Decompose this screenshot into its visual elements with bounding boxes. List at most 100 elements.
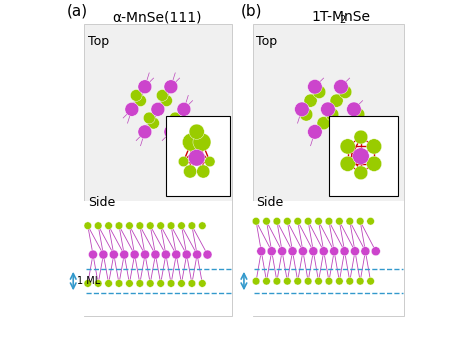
Circle shape <box>136 222 144 229</box>
Circle shape <box>143 112 155 124</box>
Circle shape <box>350 247 359 256</box>
Circle shape <box>203 250 212 259</box>
Text: Side: Side <box>256 196 283 209</box>
Circle shape <box>188 280 196 287</box>
Circle shape <box>340 156 356 171</box>
Circle shape <box>346 102 361 117</box>
Circle shape <box>115 280 123 287</box>
Circle shape <box>263 277 270 285</box>
Circle shape <box>177 102 191 116</box>
Circle shape <box>315 277 322 285</box>
Circle shape <box>109 250 118 259</box>
Circle shape <box>197 165 210 178</box>
Circle shape <box>371 247 380 256</box>
Circle shape <box>167 280 175 287</box>
Circle shape <box>334 125 348 139</box>
Circle shape <box>188 222 196 229</box>
Circle shape <box>367 277 374 285</box>
Text: 2: 2 <box>339 15 346 25</box>
Circle shape <box>105 280 112 287</box>
Circle shape <box>273 277 281 285</box>
Circle shape <box>252 277 260 285</box>
Text: (b): (b) <box>240 3 262 18</box>
Circle shape <box>105 222 112 229</box>
Circle shape <box>146 222 154 229</box>
Bar <box>329 116 398 196</box>
Circle shape <box>126 222 133 229</box>
Circle shape <box>173 117 185 129</box>
Circle shape <box>326 108 339 121</box>
Circle shape <box>299 247 308 256</box>
Circle shape <box>125 102 139 116</box>
Circle shape <box>157 280 164 287</box>
Text: Top: Top <box>256 35 277 48</box>
Circle shape <box>164 80 178 94</box>
Circle shape <box>317 117 330 130</box>
Circle shape <box>283 277 291 285</box>
Circle shape <box>178 156 189 167</box>
Circle shape <box>151 250 160 259</box>
Circle shape <box>325 277 333 285</box>
Circle shape <box>278 247 287 256</box>
Circle shape <box>367 218 374 225</box>
Text: 1 ML: 1 ML <box>77 276 100 286</box>
Text: Top: Top <box>88 35 109 48</box>
Circle shape <box>189 124 204 139</box>
Circle shape <box>130 90 142 101</box>
Circle shape <box>94 280 102 287</box>
Circle shape <box>167 222 175 229</box>
Circle shape <box>140 250 150 259</box>
Circle shape <box>336 277 343 285</box>
Circle shape <box>353 148 369 164</box>
Circle shape <box>304 277 312 285</box>
Circle shape <box>308 79 322 94</box>
Bar <box>84 24 232 316</box>
Text: α-MnSe(111): α-MnSe(111) <box>112 10 202 24</box>
Circle shape <box>338 85 352 99</box>
Circle shape <box>169 112 181 124</box>
Circle shape <box>304 94 317 107</box>
Circle shape <box>334 79 348 94</box>
Circle shape <box>356 218 364 225</box>
Circle shape <box>193 133 211 151</box>
Circle shape <box>120 250 129 259</box>
Circle shape <box>354 130 368 144</box>
Circle shape <box>330 94 343 107</box>
Circle shape <box>161 95 173 107</box>
Circle shape <box>130 250 139 259</box>
Circle shape <box>178 280 185 287</box>
Circle shape <box>172 250 181 259</box>
Circle shape <box>319 247 328 256</box>
Circle shape <box>84 280 91 287</box>
Circle shape <box>361 247 370 256</box>
Circle shape <box>126 280 133 287</box>
Circle shape <box>340 247 349 256</box>
Circle shape <box>343 117 356 130</box>
Text: Side: Side <box>88 196 115 209</box>
Circle shape <box>294 277 301 285</box>
Circle shape <box>356 277 364 285</box>
Circle shape <box>136 280 144 287</box>
Circle shape <box>151 102 165 116</box>
Circle shape <box>178 222 185 229</box>
Circle shape <box>84 222 91 229</box>
Circle shape <box>89 250 98 259</box>
Circle shape <box>252 218 260 225</box>
Circle shape <box>183 165 197 178</box>
Circle shape <box>267 247 276 256</box>
Circle shape <box>138 80 152 94</box>
Text: 1T-MnSe: 1T-MnSe <box>311 10 371 24</box>
Circle shape <box>273 218 281 225</box>
Circle shape <box>182 250 191 259</box>
Circle shape <box>161 250 170 259</box>
Circle shape <box>336 218 343 225</box>
Circle shape <box>346 218 354 225</box>
Circle shape <box>366 156 382 171</box>
Circle shape <box>147 117 159 129</box>
Circle shape <box>300 108 313 121</box>
Bar <box>166 116 230 196</box>
Bar <box>253 24 403 316</box>
Bar <box>253 201 403 316</box>
Circle shape <box>192 250 201 259</box>
Circle shape <box>164 125 178 139</box>
